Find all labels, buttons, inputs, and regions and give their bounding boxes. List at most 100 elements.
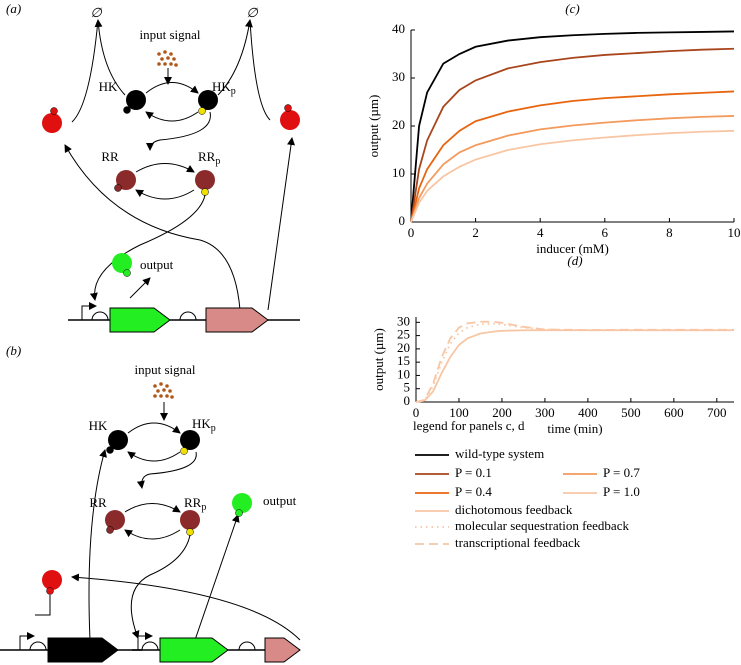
signal-molecule	[168, 389, 172, 393]
connector	[127, 451, 181, 462]
signal-molecule	[162, 388, 166, 392]
series-line	[415, 320, 734, 403]
label-sub: p	[201, 502, 206, 513]
protein	[116, 170, 136, 190]
protein	[42, 570, 62, 590]
protein-site	[235, 509, 243, 517]
x-axis-label: inducer (mM)	[536, 241, 609, 256]
connector	[88, 449, 107, 641]
y-tick-label: 20	[397, 340, 410, 355]
connector	[137, 632, 153, 650]
y-tick-label: 30	[392, 69, 405, 84]
hk-label: HK	[99, 79, 118, 94]
y-tick-label: 40	[392, 21, 405, 36]
panel-label: (a)	[6, 1, 21, 16]
protein-site	[114, 184, 122, 192]
gene	[264, 637, 301, 663]
gene	[109, 307, 171, 333]
protein	[126, 90, 146, 110]
connector	[29, 641, 47, 651]
connector	[141, 641, 159, 651]
signal-molecule	[172, 57, 176, 61]
protein-site	[186, 528, 194, 536]
series-line	[415, 322, 734, 403]
legend-label: P = 0.1	[455, 465, 492, 480]
protein	[195, 170, 215, 190]
protein	[180, 510, 200, 530]
series-line	[410, 115, 735, 223]
hkp-label: HKp	[212, 79, 236, 97]
protein-site	[123, 269, 131, 277]
input-label: input signal	[139, 27, 200, 42]
legend-label: P = 0.4	[455, 484, 492, 499]
signal-molecule	[156, 389, 160, 393]
rrp-label: RRp	[198, 149, 220, 167]
connector	[145, 111, 199, 122]
connector	[94, 19, 126, 96]
legend-label: P = 1.0	[603, 484, 640, 499]
signal-molecule	[159, 394, 163, 398]
signal-molecule	[153, 394, 157, 398]
gene	[47, 637, 119, 663]
connector	[81, 302, 97, 320]
label-base: RR	[184, 495, 202, 510]
protein-site	[284, 104, 292, 112]
degradation: ∅	[246, 5, 258, 20]
y-tick-label: 20	[392, 117, 405, 132]
y-axis-label: output (µm)	[366, 95, 381, 158]
legend-label: wild-type system	[455, 446, 544, 461]
connector	[249, 19, 271, 121]
legend-label: P = 0.7	[603, 465, 640, 480]
connector	[124, 503, 181, 513]
connector	[71, 19, 99, 123]
protein	[112, 253, 132, 273]
connector	[179, 311, 197, 321]
connector	[127, 422, 181, 434]
connector	[267, 137, 295, 311]
series-line	[410, 47, 735, 223]
connector	[135, 163, 195, 173]
connector	[129, 277, 151, 299]
signal-molecule	[159, 382, 163, 386]
connector	[71, 573, 301, 641]
x-tick-label: 0	[408, 225, 415, 240]
signal-molecule	[169, 52, 173, 56]
label-sub: p	[211, 423, 216, 434]
signal-molecule	[157, 62, 161, 66]
protein	[280, 110, 300, 130]
x-tick-label: 2	[472, 225, 479, 240]
series-line	[410, 129, 735, 223]
x-tick-label: 100	[449, 405, 469, 420]
output-label: output	[140, 257, 174, 272]
connector	[136, 451, 197, 489]
signal-molecule	[166, 56, 170, 60]
signal-molecule	[163, 62, 167, 66]
x-tick-label: 0	[413, 405, 420, 420]
protein	[180, 430, 200, 450]
y-axis-label: output (µm)	[371, 328, 386, 391]
y-tick-label: 5	[404, 380, 411, 395]
y-tick-label: 25	[397, 327, 410, 342]
connector	[135, 189, 195, 200]
signal-molecule	[153, 384, 157, 388]
protein	[232, 493, 252, 513]
protein-site	[201, 188, 209, 196]
x-tick-label: 300	[535, 405, 555, 420]
legend-label: transcriptional feedback	[455, 535, 581, 550]
connector	[64, 144, 241, 311]
label-base: HK	[212, 79, 231, 94]
series-line	[415, 329, 734, 403]
x-axis-label: time (min)	[547, 421, 602, 436]
gene	[159, 637, 229, 663]
signal-molecule	[163, 50, 167, 54]
series-line	[410, 90, 735, 223]
rr-label: RR	[101, 149, 119, 164]
x-tick-label: 8	[666, 225, 673, 240]
protein-site	[180, 447, 188, 455]
connector	[145, 82, 199, 94]
signal-molecule	[165, 394, 169, 398]
x-tick-label: 600	[664, 405, 684, 420]
protein	[105, 510, 125, 530]
y-tick-label: 30	[397, 313, 410, 328]
